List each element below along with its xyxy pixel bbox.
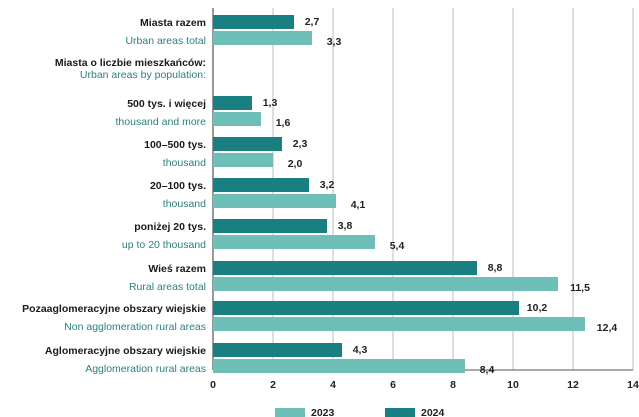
value-label-2024: 3,8 bbox=[338, 220, 353, 232]
bar-2024 bbox=[213, 343, 342, 357]
x-tick-label: 12 bbox=[567, 379, 579, 391]
bar-2023 bbox=[213, 317, 585, 331]
bar-2024 bbox=[213, 301, 519, 315]
bar-2023 bbox=[213, 153, 273, 167]
category-label-en: Urban areas total bbox=[125, 35, 206, 47]
category-label-en: thousand and more bbox=[116, 116, 207, 128]
category-labels: Miasta razem Urban areas total Miasta o li… bbox=[22, 17, 206, 375]
x-tick-label: 4 bbox=[330, 379, 336, 391]
bar-2023 bbox=[213, 277, 558, 291]
x-tick-label: 6 bbox=[390, 379, 396, 391]
value-label-2023: 2,0 bbox=[288, 158, 303, 170]
value-label-2024: 10,2 bbox=[527, 302, 548, 314]
category-label-pl: 500 tys. i więcej bbox=[127, 98, 206, 110]
bar-2024 bbox=[213, 96, 252, 110]
x-tick-label: 14 bbox=[627, 379, 639, 391]
value-labels: 2,7 3,3 1,3 1,62,3 2,0 3,2 4,1 3,8 5,4 8,8 11,5 10,… bbox=[263, 16, 618, 376]
category-label-en: Urban areas by population: bbox=[80, 69, 206, 81]
bar-2023 bbox=[213, 359, 465, 373]
legend-label-2024: 2024 bbox=[421, 407, 445, 417]
legend-swatch-2024 bbox=[385, 408, 415, 417]
legend-label-2023: 2023 bbox=[311, 407, 335, 417]
x-tick-label: 0 bbox=[210, 379, 216, 391]
value-label-2024: 1,3 bbox=[263, 97, 278, 109]
bars bbox=[213, 15, 585, 373]
value-label-2023: 5,4 bbox=[390, 240, 405, 252]
value-label-2023: 3,3 bbox=[327, 36, 342, 48]
category-label-en: thousand bbox=[163, 198, 206, 210]
category-label-pl: 20–100 tys. bbox=[150, 180, 206, 192]
category-label-en: up to 20 thousand bbox=[122, 239, 206, 251]
category-label-pl: Miasta o liczbie mieszkańców: bbox=[55, 57, 206, 69]
x-tick-label: 10 bbox=[507, 379, 519, 391]
bar-2023 bbox=[213, 235, 375, 249]
legend-swatch-2023 bbox=[275, 408, 305, 417]
bar-2024 bbox=[213, 137, 282, 151]
bar-2024 bbox=[213, 219, 327, 233]
category-label-en: Agglomeration rural areas bbox=[85, 363, 206, 375]
bar-2023 bbox=[213, 194, 336, 208]
x-axis-ticks: 0 2 4 6 8 10 12 14 bbox=[210, 379, 639, 391]
value-label-2024: 8,8 bbox=[488, 262, 503, 274]
category-label-en: Non agglomeration rural areas bbox=[64, 321, 206, 333]
value-label-2023: 4,1 bbox=[351, 199, 366, 211]
category-label-pl: Miasta razem bbox=[140, 17, 206, 29]
value-label-2024: 3,2 bbox=[320, 179, 335, 191]
value-label-2023: 11,5 bbox=[570, 282, 590, 294]
bar-2024 bbox=[213, 178, 309, 192]
value-label-2023: 12,4 bbox=[597, 322, 618, 334]
value-label-2024: 2,7 bbox=[305, 16, 320, 28]
bar-2024 bbox=[213, 261, 477, 275]
x-tick-label: 8 bbox=[450, 379, 456, 391]
category-label-en: Rural areas total bbox=[129, 281, 206, 293]
x-tick-label: 2 bbox=[270, 379, 276, 391]
value-label-2024: 4,3 bbox=[353, 344, 368, 356]
bar-2023 bbox=[213, 31, 312, 45]
legend: 2023 2024 bbox=[275, 407, 445, 417]
category-label-en: thousand bbox=[163, 157, 206, 169]
value-label-2023: 8,4 bbox=[480, 364, 495, 376]
category-label-pl: Aglomeracyjne obszary wiejskie bbox=[45, 345, 206, 357]
value-label-2024: 2,3 bbox=[293, 138, 308, 150]
category-label-pl: 100–500 tys. bbox=[144, 139, 206, 151]
category-label-pl: Wieś razem bbox=[148, 263, 206, 275]
category-label-pl: poniżej 20 tys. bbox=[134, 221, 206, 233]
bar-2024 bbox=[213, 15, 294, 29]
value-label-2023: 1,6 bbox=[276, 117, 291, 129]
category-label-pl: Pozaaglomeracyjne obszary wiejskie bbox=[22, 303, 206, 315]
bar-2023 bbox=[213, 112, 261, 126]
